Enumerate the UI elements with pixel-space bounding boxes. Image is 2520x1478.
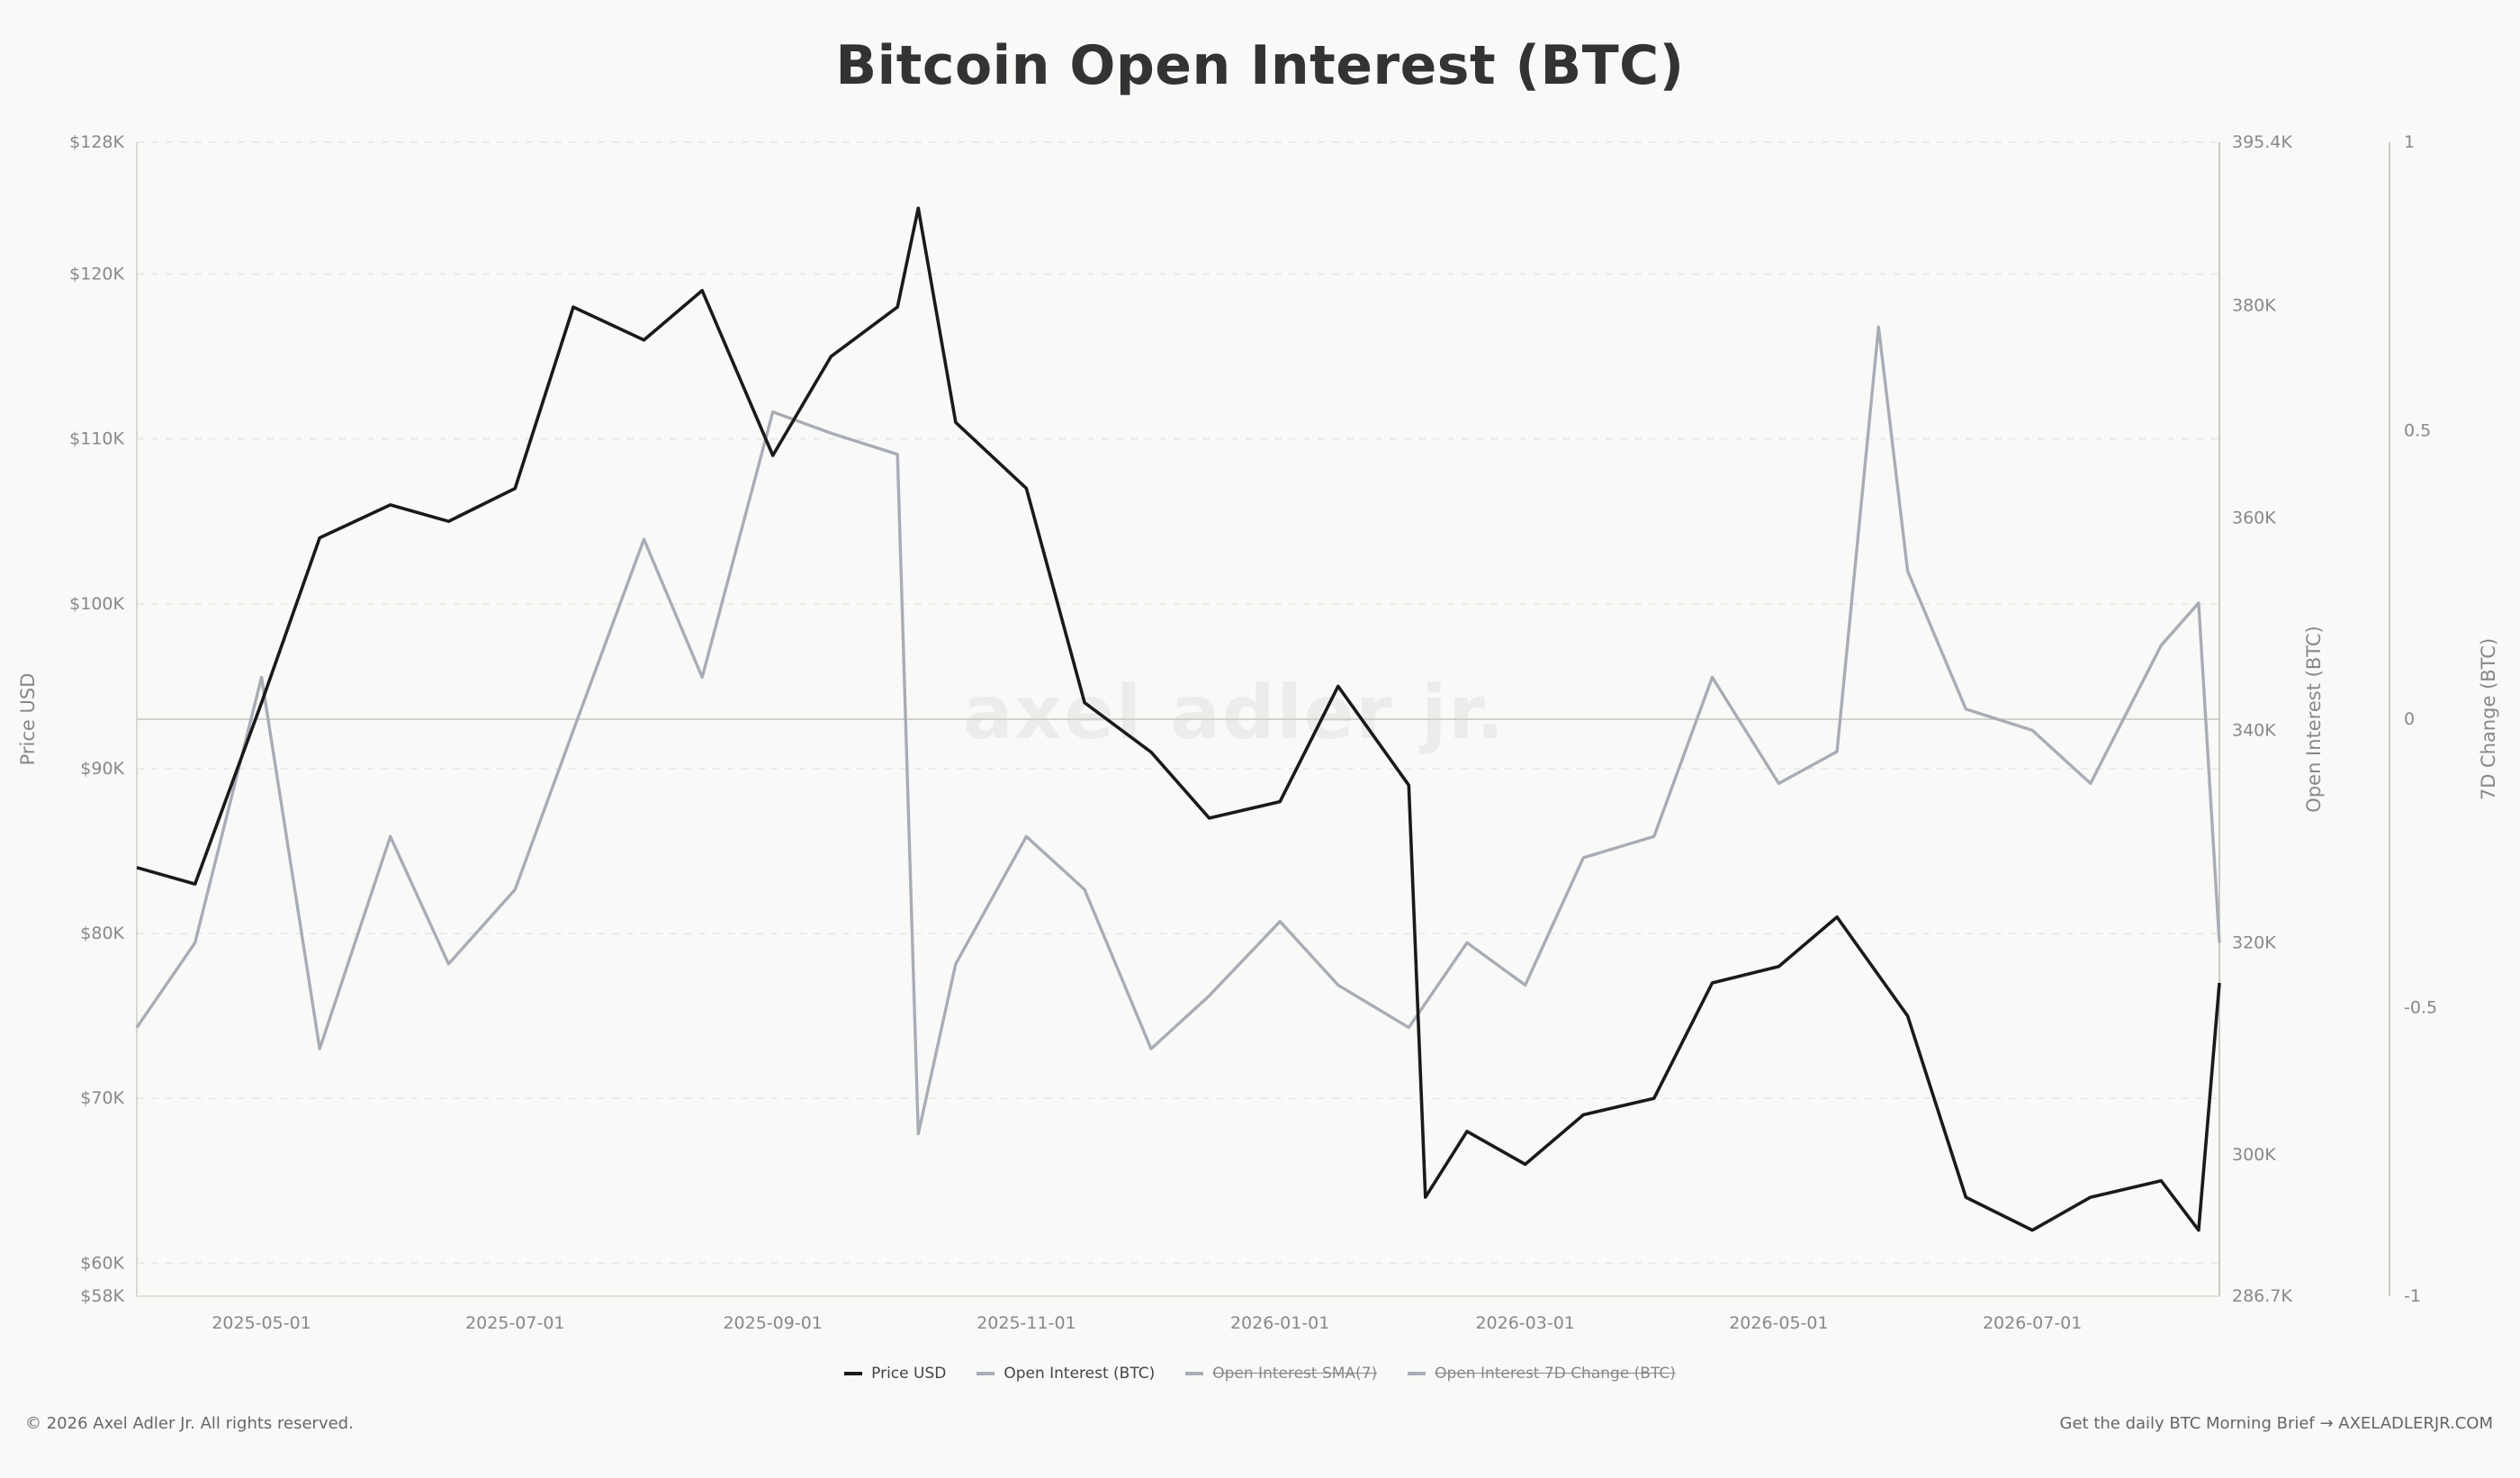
y-change-tick: 1	[2404, 132, 2415, 152]
legend-item[interactable]: Open Interest SMA(7)	[1185, 1365, 1377, 1383]
copyright: © 2026 Axel Adler Jr. All rights reserve…	[25, 1414, 354, 1433]
grid	[137, 141, 2219, 1297]
y-right-tick: 340K	[2232, 720, 2276, 740]
y-left-tick: $58K	[80, 1286, 124, 1306]
y-change-title: 7D Change (BTC)	[2478, 638, 2499, 800]
x-tick: 2025-05-01	[212, 1313, 310, 1333]
legend-item[interactable]: Open Interest 7D Change (BTC)	[1408, 1365, 1676, 1383]
y-change-tick: -1	[2404, 1286, 2421, 1306]
x-tick: 2025-09-01	[723, 1313, 822, 1333]
y-left-tick: $110K	[69, 429, 124, 449]
y-left-tick: $70K	[80, 1088, 124, 1108]
legend-label: Open Interest (BTC)	[1004, 1365, 1156, 1383]
x-tick: 2026-01-01	[1230, 1313, 1329, 1333]
series	[135, 206, 2221, 1232]
x-tick: 2025-07-01	[465, 1313, 564, 1333]
legend-swatch	[1408, 1372, 1426, 1375]
y-change-tick: 0.5	[2404, 421, 2431, 441]
y-left-title: Price USD	[17, 673, 39, 766]
newsletter-link[interactable]: Get the daily BTC Morning Brief → AXELAD…	[2059, 1414, 2493, 1433]
y-right-tick: 380K	[2232, 296, 2276, 316]
legend-item[interactable]: Open Interest (BTC)	[976, 1365, 1155, 1383]
legend: Price USD Open Interest (BTC) Open Interes…	[0, 1365, 2520, 1383]
y-right-title: Open Interest (BTC)	[2303, 626, 2325, 812]
y-right-tick: 320K	[2232, 933, 2276, 952]
legend-swatch	[976, 1372, 995, 1375]
y-right-tick: 395.4K	[2232, 132, 2292, 152]
y-right-tick: 300K	[2232, 1145, 2276, 1165]
y-left-tick: $60K	[80, 1253, 124, 1273]
axes	[136, 142, 2390, 1297]
watermark-logo: axel adler jr.	[963, 671, 1507, 756]
y-left-tick: $120K	[69, 265, 124, 284]
chart-title: Bitcoin Open Interest (BTC)	[835, 34, 1685, 97]
x-tick: 2026-05-01	[1729, 1313, 1828, 1333]
legend-label: Open Interest 7D Change (BTC)	[1435, 1365, 1676, 1383]
legend-swatch	[1185, 1372, 1204, 1375]
legend-item[interactable]: Price USD	[844, 1365, 946, 1383]
y-left-tick: $100K	[69, 594, 124, 614]
y-change-tick: 0	[2404, 709, 2415, 729]
y-left-tick: $128K	[69, 132, 124, 152]
x-tick: 2025-11-01	[976, 1313, 1076, 1333]
legend-label: Open Interest SMA(7)	[1212, 1365, 1378, 1383]
y-left-tick: $80K	[80, 924, 124, 943]
legend-label: Price USD	[871, 1365, 947, 1383]
y-right-tick: 286.7K	[2232, 1286, 2292, 1306]
y-change-tick: -0.5	[2404, 998, 2437, 1018]
ticks: $128K $120K $110K $100K $90K $80K $70K $60K $58K…	[17, 132, 2499, 1333]
y-right-tick: 360K	[2232, 509, 2276, 528]
x-tick: 2026-07-01	[1983, 1313, 2082, 1333]
y-left-tick: $90K	[80, 759, 124, 779]
x-tick: 2026-03-01	[1475, 1313, 1574, 1333]
legend-swatch	[844, 1372, 863, 1375]
